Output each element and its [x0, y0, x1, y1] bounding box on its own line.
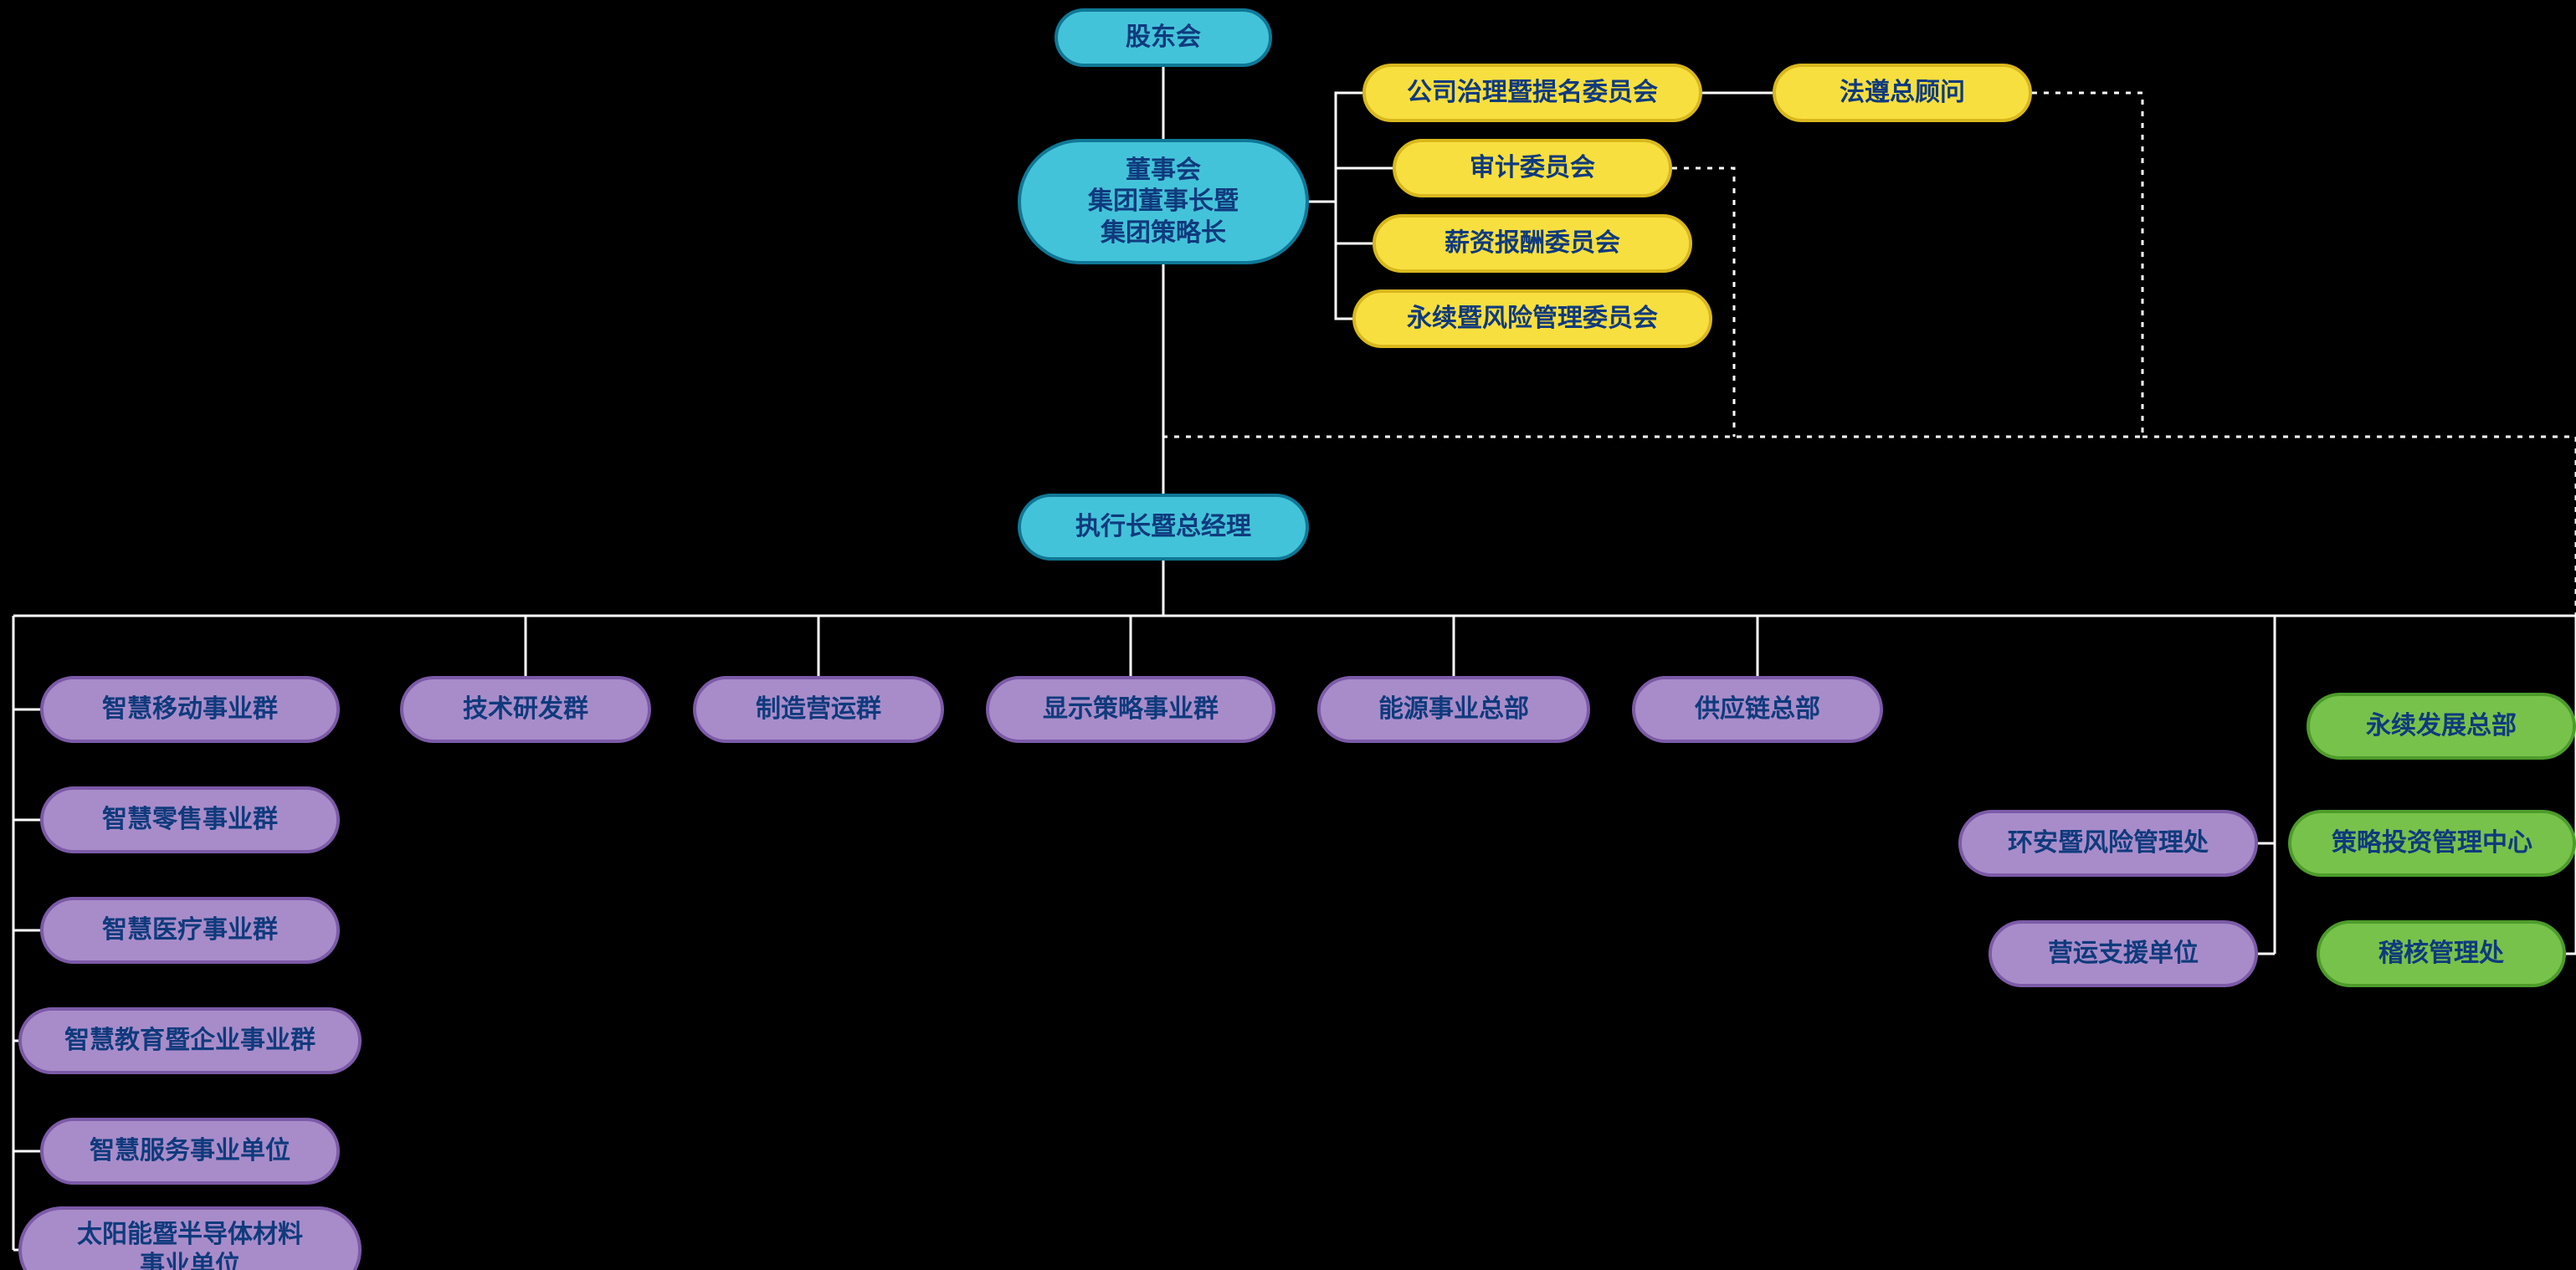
- node-sustain: 永续发展总部: [2307, 693, 2576, 760]
- node-ceo: 执行长暨总经理: [1018, 494, 1309, 561]
- edge-board-cmte-trunk: [1309, 93, 1362, 202]
- node-strategy-investment: 策略投资管理中心: [2288, 810, 2576, 877]
- edge-board-cmte-esg: [1336, 243, 1352, 319]
- node-bg-service: 智慧服务事业单位: [40, 1118, 340, 1185]
- node-bg-mobile: 智慧移动事业群: [40, 676, 340, 743]
- node-env-risk: 环安暨风险管理处: [1958, 810, 2258, 877]
- node-committee-audit: 审计委员会: [1393, 139, 1672, 197]
- node-committee-compensation: 薪资报酬委员会: [1373, 214, 1692, 273]
- edge-dotted-right-down: [2142, 437, 2576, 616]
- node-bg-retail: 智慧零售事业群: [40, 786, 340, 853]
- node-bg-medical: 智慧医疗事业群: [40, 897, 340, 964]
- node-ops-support: 营运支援单位: [1988, 920, 2258, 987]
- node-shareholders: 股东会: [1055, 8, 1272, 67]
- node-audit-mgmt: 稽核管理处: [2317, 920, 2566, 987]
- node-bg-display: 显示策略事业群: [986, 676, 1275, 743]
- node-bg-energy: 能源事业总部: [1317, 676, 1590, 743]
- node-board: 董事会 集团董事长暨 集团策略长: [1018, 139, 1309, 264]
- node-bg-solar: 太阳能暨半导体材料 事业单位: [18, 1206, 362, 1270]
- edge-board-cmte-comp: [1336, 202, 1373, 243]
- node-bg-rd: 技术研发群: [400, 676, 651, 743]
- node-bg-mfg: 制造营运群: [693, 676, 944, 743]
- node-committee-governance: 公司治理暨提名委员会: [1362, 64, 1702, 122]
- node-bg-supply: 供应链总部: [1632, 676, 1883, 743]
- node-bg-edu: 智慧教育暨企业事业群: [18, 1007, 362, 1074]
- node-legal-counsel: 法遵总顾问: [1773, 64, 2032, 122]
- node-committee-esg-risk: 永续暨风险管理委员会: [1352, 289, 1712, 348]
